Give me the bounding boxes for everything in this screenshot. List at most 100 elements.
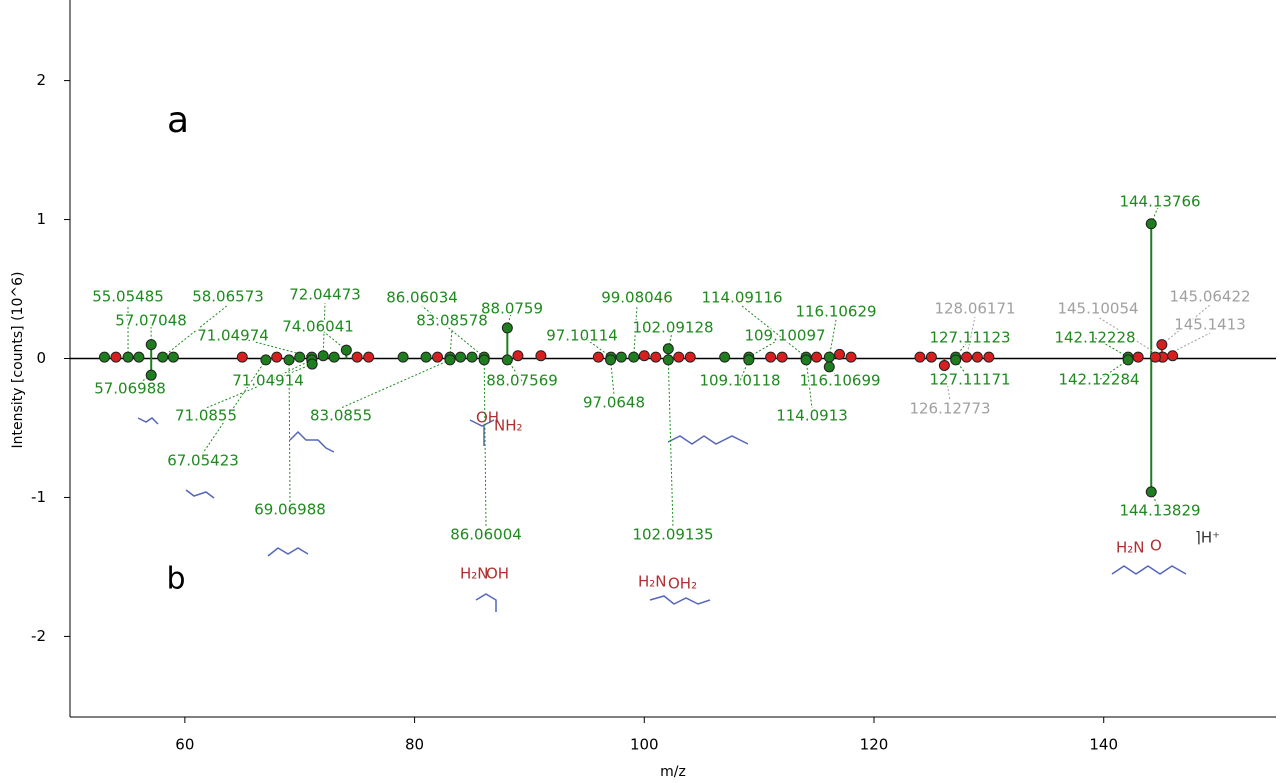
peak (938, 359, 950, 371)
peak-label: 144.13766 (1119, 193, 1200, 211)
peak (615, 351, 627, 363)
leader-line (1098, 359, 1129, 381)
peak (823, 361, 835, 373)
peak (719, 351, 731, 363)
leader-line (162, 304, 229, 358)
peak (914, 351, 926, 363)
peak-label: 142.12228 (1054, 329, 1135, 347)
peak-label: 142.12284 (1058, 371, 1139, 389)
peak-label: 83.0855 (310, 407, 372, 425)
svg-text:OH: OH (476, 409, 499, 427)
peak (363, 351, 375, 363)
leader-line (202, 359, 267, 454)
peak (1145, 218, 1157, 230)
peak (662, 343, 674, 355)
svg-text:NH₂: NH₂ (494, 417, 523, 435)
x-tick-label: 100 (630, 736, 659, 754)
peak (432, 351, 444, 363)
peak-label: 114.0913 (776, 407, 848, 425)
peak (110, 351, 122, 363)
peak (638, 350, 650, 362)
peak (501, 322, 513, 334)
peak (983, 351, 995, 363)
peak-label: 86.06004 (450, 526, 522, 544)
svg-text:O: O (1150, 537, 1162, 555)
leader-line (943, 365, 951, 402)
peak-label: 127.11123 (929, 329, 1010, 347)
peak (811, 351, 823, 363)
peak (950, 354, 962, 366)
peak (157, 351, 169, 363)
y-tick-label: -1 (31, 488, 46, 506)
peak (834, 348, 846, 360)
x-tick-label: 140 (1089, 736, 1118, 754)
peak (294, 351, 306, 363)
leader-line (581, 335, 612, 358)
peak-label: 72.04473 (289, 286, 361, 304)
peak (1132, 351, 1144, 363)
peak (1156, 339, 1168, 351)
peak (444, 354, 456, 366)
peak (122, 351, 134, 363)
peak-label: 99.08046 (601, 289, 673, 307)
peak-label: 116.10699 (799, 372, 880, 390)
peak (98, 351, 110, 363)
leader-line (667, 359, 674, 528)
x-axis-title: m/z (660, 764, 686, 780)
peak (340, 344, 352, 356)
peak-label: 109.10097 (744, 327, 825, 345)
peak (1145, 486, 1157, 498)
peak (501, 354, 513, 366)
y-axis-title: Intensity [counts] (10^6) (10, 272, 26, 449)
peak (1167, 350, 1179, 362)
panel-label: a (167, 100, 189, 141)
peak-label: 57.07048 (115, 312, 187, 330)
peak-label: 55.05485 (92, 288, 164, 306)
peak (351, 351, 363, 363)
leader-line (828, 366, 841, 382)
peak (650, 351, 662, 363)
peak-label: 67.05423 (167, 452, 239, 470)
y-tick-label: 1 (36, 210, 46, 228)
peak (662, 354, 674, 366)
peak-label: 69.06988 (254, 501, 326, 519)
peak-label: 145.06422 (1169, 288, 1250, 306)
peak-label: 97.10114 (546, 327, 618, 345)
peak (328, 351, 340, 363)
peak (167, 351, 179, 363)
peak (306, 358, 318, 370)
peak (1149, 351, 1161, 363)
peak-label: 71.04974 (197, 327, 269, 345)
peak-label: 145.1413 (1174, 316, 1246, 334)
leader-line (322, 302, 326, 356)
peak (800, 354, 812, 366)
svg-text:H₂N: H₂N (638, 573, 667, 591)
peak (684, 351, 696, 363)
peak (1122, 354, 1134, 366)
leader-line (1150, 491, 1161, 512)
leader-line (610, 359, 615, 396)
peak (776, 351, 788, 363)
peak-label: 109.10118 (699, 372, 780, 390)
peak (961, 351, 973, 363)
peak-label: 116.10629 (795, 303, 876, 321)
leader-line (805, 359, 813, 409)
structures (137, 417, 1187, 612)
peak (765, 351, 777, 363)
x-tick-label: 80 (405, 736, 424, 754)
peak (971, 351, 983, 363)
peak-label: 97.0648 (583, 394, 645, 412)
peak (260, 354, 272, 366)
peak-label: 74.06041 (282, 318, 354, 336)
peak (317, 350, 329, 362)
peak (478, 354, 490, 366)
svg-text:H₂N: H₂N (1116, 539, 1145, 557)
peak (605, 354, 617, 366)
peak (236, 351, 248, 363)
peak-label: 86.06034 (386, 289, 458, 307)
peak (455, 351, 467, 363)
peak (283, 354, 295, 366)
peak (420, 351, 432, 363)
